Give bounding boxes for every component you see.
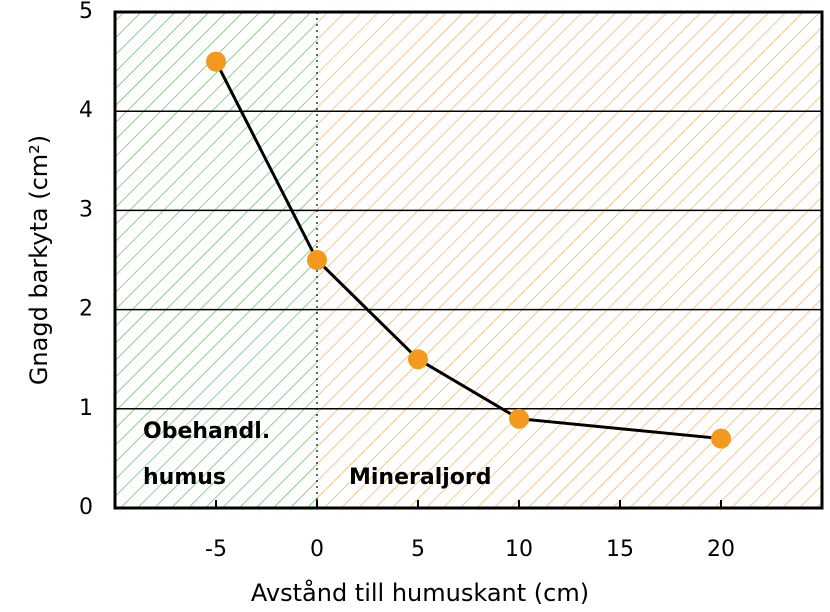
plot-frame: [113, 10, 824, 510]
marker: [509, 408, 529, 429]
region-label: humus: [143, 465, 226, 490]
y-tick-label: 0: [79, 495, 93, 520]
marker: [307, 250, 327, 270]
y-axis-label: Gnagd barkyta (cm²): [25, 135, 53, 385]
y-tick-label: 3: [79, 197, 93, 222]
x-tick-label: 20: [707, 537, 735, 562]
x-tick-label: 0: [310, 537, 324, 562]
y-tick-label: 4: [79, 98, 93, 123]
x-tick-label: 10: [505, 537, 533, 562]
y-tick-label: 2: [79, 297, 93, 322]
marker: [711, 428, 731, 449]
marker: [408, 349, 428, 370]
y-tick-label: 5: [79, 0, 93, 24]
region-label: Obehandl.: [143, 419, 270, 444]
region: [115, 12, 317, 508]
x-tick-label: -5: [205, 537, 227, 562]
region: [317, 12, 822, 508]
y-tick-label: 1: [79, 396, 93, 421]
x-tick-label: 15: [606, 537, 634, 562]
x-tick-label: 5: [411, 537, 425, 562]
x-axis-label: Avstånd till humuskant (cm): [251, 578, 589, 607]
marker: [206, 51, 226, 72]
region-label: Mineraljord: [349, 465, 492, 490]
